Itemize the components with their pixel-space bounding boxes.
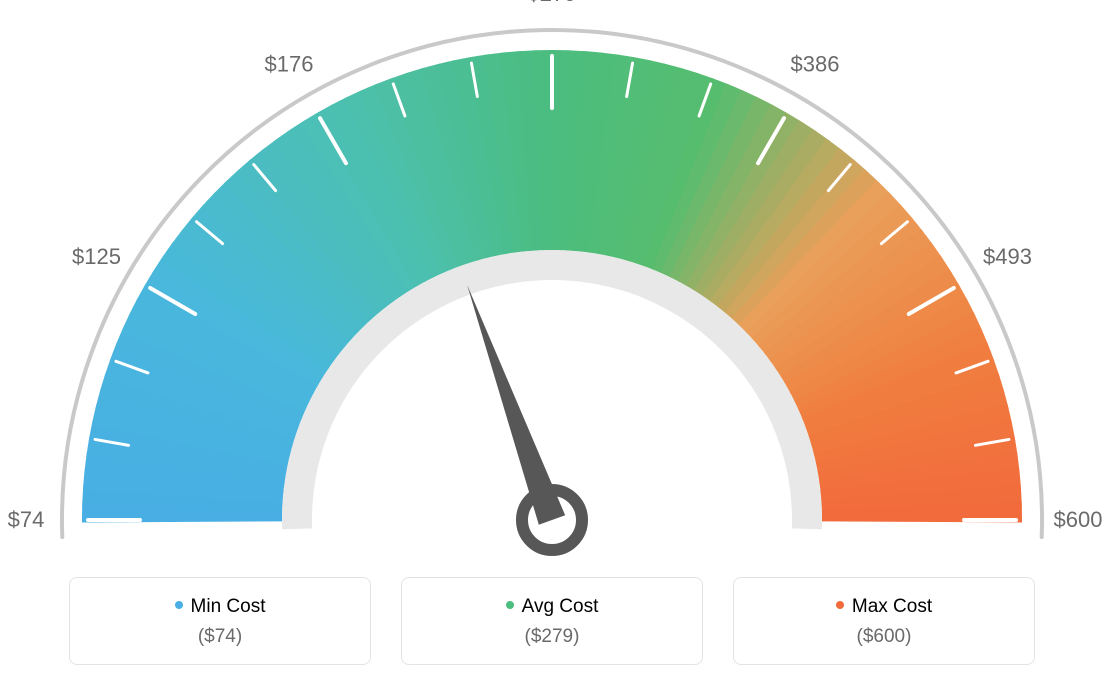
svg-text:$600: $600 (1054, 507, 1103, 532)
svg-text:$74: $74 (8, 507, 45, 532)
legend-min-value: ($74) (70, 626, 370, 648)
legend-avg-dot (506, 601, 514, 609)
legend-avg: Avg Cost ($279) (401, 577, 703, 665)
legend-row: Min Cost ($74) Avg Cost ($279) Max Cost … (0, 577, 1104, 665)
svg-text:$176: $176 (265, 51, 314, 76)
legend-min-title: Min Cost (70, 596, 370, 626)
legend-min: Min Cost ($74) (69, 577, 371, 665)
legend-max-label: Max Cost (852, 596, 932, 617)
legend-max-value: ($600) (734, 626, 1034, 648)
cost-gauge-widget: $74 $125 $176 $279 $386 $493 $600 Min Cost ($7… (0, 0, 1104, 690)
legend-max: Max Cost ($600) (733, 577, 1035, 665)
svg-text:$386: $386 (791, 51, 840, 76)
legend-avg-value: ($279) (402, 626, 702, 648)
legend-max-title: Max Cost (734, 596, 1034, 626)
legend-min-dot (175, 601, 183, 609)
legend-max-dot (836, 601, 844, 609)
legend-min-label: Min Cost (191, 596, 266, 617)
svg-text:$493: $493 (983, 244, 1032, 269)
legend-avg-label: Avg Cost (522, 596, 599, 617)
legend-avg-title: Avg Cost (402, 596, 702, 626)
svg-text:$125: $125 (72, 244, 121, 269)
svg-text:$279: $279 (528, 0, 577, 6)
gauge-chart: $74 $125 $176 $279 $386 $493 $600 (0, 0, 1104, 560)
